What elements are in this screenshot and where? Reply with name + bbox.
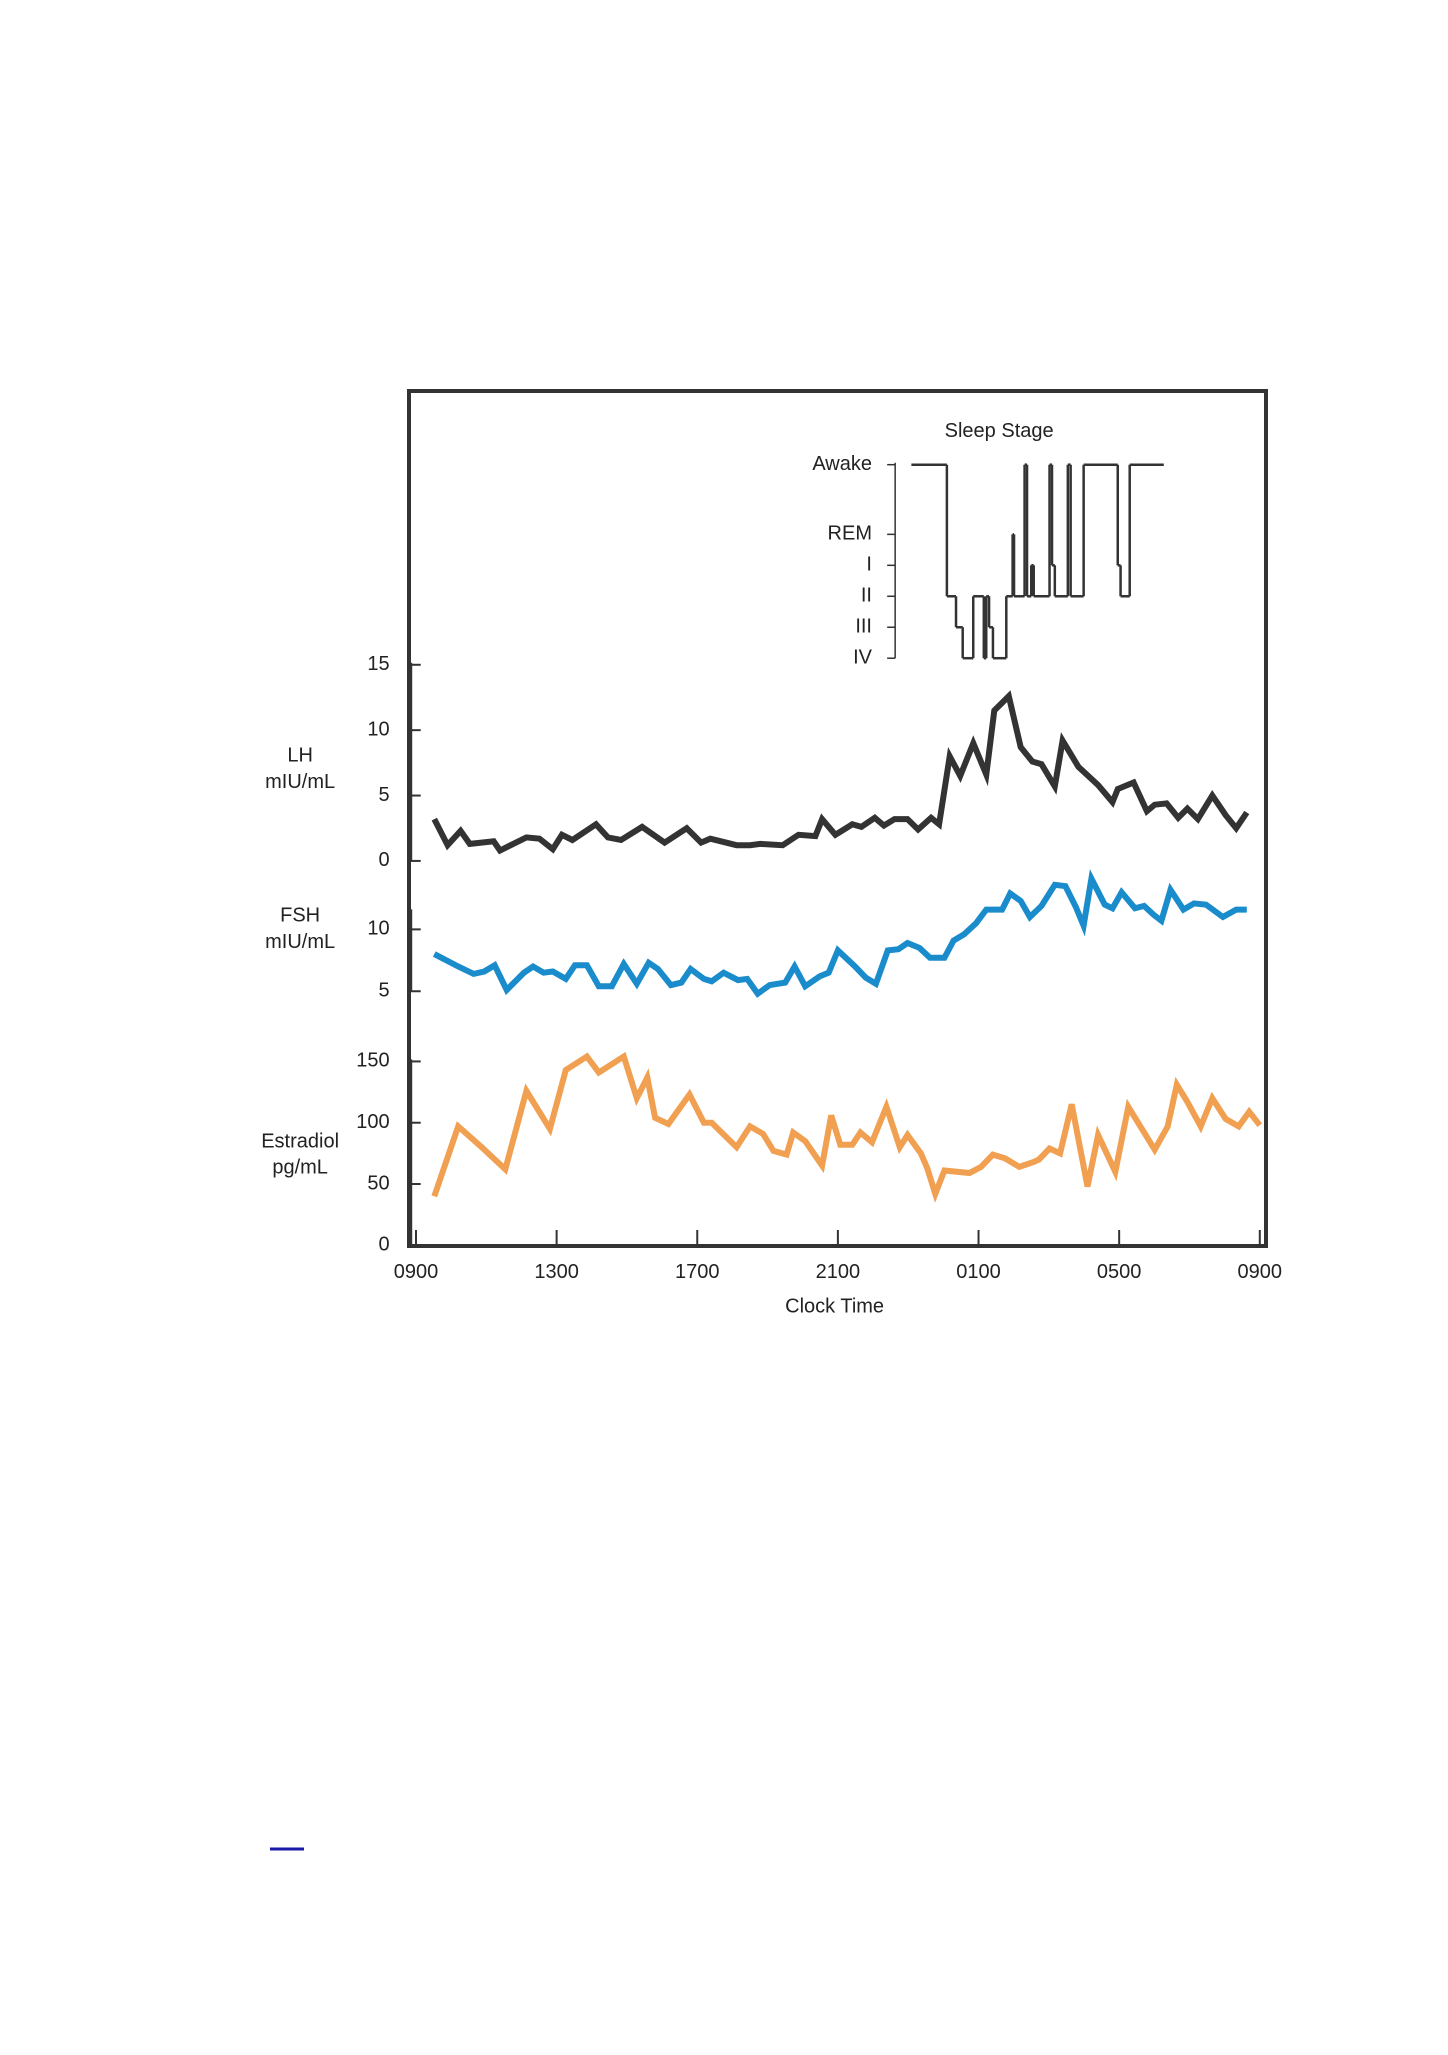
y-tick-label: I — [866, 554, 872, 576]
y-tick-label: 0 — [379, 849, 390, 871]
y-axis-label: LH — [287, 745, 313, 767]
y-axis-label: mIU/mL — [265, 931, 335, 953]
y-tick-label: 10 — [367, 718, 389, 740]
y-tick-label: Awake — [812, 453, 872, 475]
y-tick-label: 10 — [367, 918, 389, 940]
x-tick-label: 0500 — [1097, 1261, 1142, 1283]
y-tick-label: 150 — [356, 1050, 389, 1072]
chart-title: Sleep Stage — [945, 420, 1054, 442]
series-line — [431, 690, 1250, 855]
y-axis-label: pg/mL — [272, 1157, 328, 1179]
y-axis-label: mIU/mL — [265, 771, 335, 793]
x-tick-label: 1700 — [675, 1261, 720, 1283]
y-tick-label: 15 — [367, 653, 389, 675]
y-axis-label: Estradiol — [261, 1130, 339, 1152]
x-tick-label: 2100 — [816, 1261, 861, 1283]
y-tick-label: REM — [828, 523, 872, 545]
x-tick-label: 0900 — [394, 1261, 439, 1283]
y-tick-label: 5 — [379, 980, 390, 1002]
x-tick-label: 0100 — [956, 1261, 1001, 1283]
y-tick-label: IV — [853, 646, 873, 668]
y-tick-label: 100 — [356, 1111, 389, 1133]
y-tick-label: 0 — [379, 1234, 390, 1256]
y-tick-label: 5 — [379, 784, 390, 806]
y-tick-label: 50 — [367, 1172, 389, 1194]
x-tick-label: 0900 — [1238, 1261, 1283, 1283]
x-tick-label: 1300 — [534, 1261, 579, 1283]
y-tick-label: II — [861, 585, 872, 607]
y-axis-label: FSH — [280, 904, 320, 926]
series-line — [432, 869, 1247, 998]
y-tick-label: III — [855, 616, 872, 638]
x-axis-label: Clock Time — [785, 1295, 884, 1317]
series-line — [431, 1051, 1263, 1203]
